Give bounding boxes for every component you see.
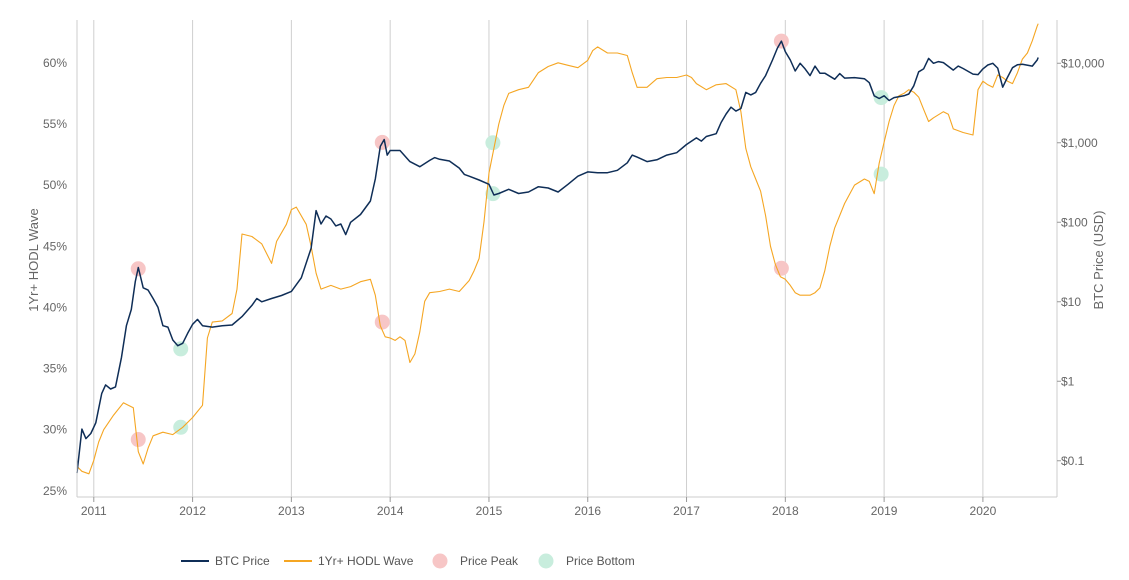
x-axis-ticks: 2011 2012 2013 2014 2015 2016 2017 2018 2019 2020 <box>81 497 997 518</box>
right-tick-label: $1 <box>1061 374 1075 388</box>
x-tick-label: 2016 <box>574 504 601 518</box>
gridlines <box>93 20 984 497</box>
legend-item-btc-price[interactable]: BTC Price <box>181 554 270 568</box>
x-tick-label: 2014 <box>377 504 404 518</box>
series-layer <box>76 23 1039 475</box>
left-axis-ticks: 25% 30% 35% 40% 45% 50% 55% 60% <box>43 56 67 498</box>
right-tick-label: $100 <box>1061 215 1088 229</box>
left-axis-title: 1Yr+ HODL Wave <box>26 208 41 311</box>
x-tick-label: 2020 <box>970 504 997 518</box>
marker-layer <box>130 33 889 448</box>
right-axis-title: BTC Price (USD) <box>1091 211 1106 310</box>
legend-label: BTC Price <box>215 554 270 568</box>
left-tick-label: 30% <box>43 423 67 437</box>
x-tick-label: 2012 <box>179 504 206 518</box>
legend-swatch-dot <box>432 553 448 569</box>
left-tick-label: 40% <box>43 300 67 314</box>
x-tick-label: 2015 <box>476 504 503 518</box>
legend-item-1yr-hodl-wave[interactable]: 1Yr+ HODL Wave <box>284 554 414 568</box>
legend: BTC Price 1Yr+ HODL Wave Price Peak Price B… <box>181 553 635 569</box>
right-tick-label: $10 <box>1061 295 1081 309</box>
left-tick-label: 45% <box>43 239 67 253</box>
right-tick-label: $10,000 <box>1061 56 1105 70</box>
btc-price-line <box>76 40 1039 474</box>
x-tick-label: 2013 <box>278 504 305 518</box>
right-axis-ticks: $0.1 $1 $10 $100 $1,000 $10,000 <box>1057 56 1105 468</box>
price-peak-marker <box>374 314 390 330</box>
right-tick-label: $1,000 <box>1061 136 1098 150</box>
price-bottom-marker <box>485 135 501 151</box>
legend-item-price-bottom[interactable]: Price Bottom <box>538 553 635 569</box>
price-peak-marker <box>773 260 789 276</box>
legend-label: Price Bottom <box>566 554 635 568</box>
1yr-hodl-wave-line <box>76 23 1039 475</box>
price-bottom-marker <box>873 166 889 182</box>
price-peak-marker <box>130 432 146 448</box>
legend-swatch-dot <box>538 553 554 569</box>
left-tick-label: 50% <box>43 178 67 192</box>
axes <box>76 20 1058 498</box>
left-tick-label: 55% <box>43 117 67 131</box>
right-tick-label: $0.1 <box>1061 454 1085 468</box>
legend-label: Price Peak <box>460 554 519 568</box>
x-tick-label: 2018 <box>772 504 799 518</box>
x-tick-label: 2019 <box>871 504 898 518</box>
left-tick-label: 25% <box>43 484 67 498</box>
legend-label: 1Yr+ HODL Wave <box>318 554 414 568</box>
x-tick-label: 2011 <box>81 504 107 518</box>
x-tick-label: 2017 <box>673 504 700 518</box>
left-tick-label: 35% <box>43 362 67 376</box>
legend-item-price-peak[interactable]: Price Peak <box>432 553 520 569</box>
left-tick-label: 60% <box>43 56 67 70</box>
